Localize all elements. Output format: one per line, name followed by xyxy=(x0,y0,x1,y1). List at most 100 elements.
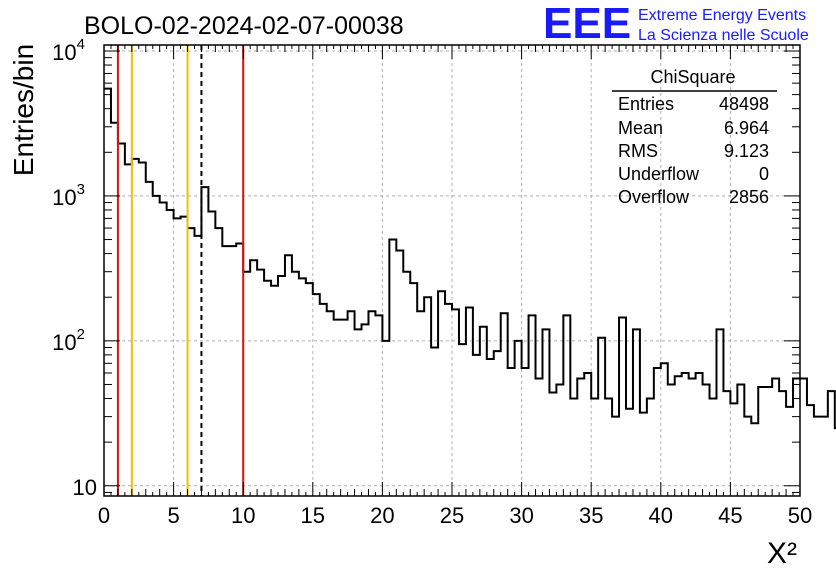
x-tick-label: 10 xyxy=(231,503,255,528)
y-tick-label: 10 xyxy=(73,475,97,500)
histogram-bin xyxy=(271,286,278,496)
x-tick-label: 20 xyxy=(370,503,394,528)
stats-value-underflow: 0 xyxy=(759,164,769,184)
histogram-bin xyxy=(194,236,201,496)
histogram-bin xyxy=(146,182,153,496)
histogram-bin xyxy=(368,311,375,496)
histogram-bin xyxy=(814,417,821,496)
histogram-bin xyxy=(167,210,174,496)
histogram-bin xyxy=(515,341,522,496)
histogram-bin xyxy=(828,391,835,496)
x-tick-label: 25 xyxy=(440,503,464,528)
x-tick-label: 15 xyxy=(301,503,325,528)
histogram-bin xyxy=(250,260,257,496)
histogram-bin xyxy=(633,329,640,496)
histogram-bin xyxy=(786,407,793,496)
histogram-bin xyxy=(563,315,570,496)
histogram-bin xyxy=(466,307,473,496)
histogram-bin xyxy=(243,272,250,496)
y-tick-label: 104 xyxy=(52,36,85,65)
stats-label-mean: Mean xyxy=(618,118,663,138)
stats-title: ChiSquare xyxy=(650,67,735,87)
y-axis-label: Entries/bin xyxy=(8,44,39,176)
histogram-bin xyxy=(285,255,292,496)
histogram-outline xyxy=(104,87,836,430)
histogram-bin xyxy=(737,384,744,496)
x-axis-label: X² xyxy=(767,537,797,570)
histogram-bin xyxy=(675,376,682,496)
y-tick-label: 103 xyxy=(52,181,85,210)
histogram-bin xyxy=(612,417,619,496)
histogram-bin xyxy=(779,391,786,496)
histogram-bin xyxy=(689,378,696,496)
histogram-bin xyxy=(104,89,111,496)
stats-value-mean: 6.964 xyxy=(724,118,769,138)
histogram-bin xyxy=(647,399,654,496)
histogram-bin xyxy=(424,297,431,496)
stats-box: ChiSquare Entries 48498 Mean 6.964 RMS 9… xyxy=(612,67,777,207)
histogram-bin xyxy=(494,351,501,496)
histogram-bin xyxy=(744,417,751,496)
histogram-bin xyxy=(703,384,710,496)
eee-logo-letters: EEE xyxy=(543,0,631,48)
histogram-bin xyxy=(306,283,313,496)
histogram-bin xyxy=(536,378,543,496)
histogram-bin xyxy=(570,399,577,496)
histogram-bin xyxy=(396,251,403,496)
histogram-bin xyxy=(793,378,800,496)
histogram-bin xyxy=(751,423,758,496)
histogram-bin xyxy=(215,228,222,496)
histogram-bin xyxy=(772,378,779,496)
histogram-bin xyxy=(174,218,181,496)
histogram-bin xyxy=(153,196,160,496)
y-tick-mantissa: 10 xyxy=(52,330,76,355)
histogram-bin xyxy=(229,246,236,496)
histogram-bin xyxy=(320,304,327,496)
y-tick-exponent: 3 xyxy=(77,181,85,198)
histogram-bin xyxy=(723,391,730,496)
histogram-bin xyxy=(125,164,132,496)
histogram-bin xyxy=(278,276,285,496)
x-tick-label: 0 xyxy=(98,503,110,528)
histogram-bin xyxy=(389,240,396,496)
histogram-bin xyxy=(375,315,382,496)
histogram-bin xyxy=(584,373,591,496)
stats-value-rms: 9.123 xyxy=(724,141,769,161)
histogram-bin xyxy=(473,355,480,496)
histogram-bin xyxy=(222,246,229,496)
histogram-bin xyxy=(208,212,215,496)
histogram-bin xyxy=(522,368,529,496)
y-tick-mantissa: 10 xyxy=(52,40,76,65)
histogram-bin xyxy=(201,187,208,496)
x-tick-label: 5 xyxy=(167,503,179,528)
histogram-bin xyxy=(758,387,765,496)
histogram-bin xyxy=(264,281,271,496)
histogram-bin xyxy=(348,311,355,496)
histogram-bin xyxy=(765,387,772,496)
eee-logo-line2: La Scienza nelle Scuole xyxy=(638,27,809,44)
histogram-bin xyxy=(682,373,689,496)
histogram-bin xyxy=(299,278,306,496)
y-tick-mantissa: 10 xyxy=(73,475,97,500)
y-tick-exponent: 2 xyxy=(77,326,85,343)
x-axis: 0 5 10 15 20 25 30 35 40 45 50 xyxy=(98,45,812,528)
stats-label-underflow: Underflow xyxy=(618,164,700,184)
eee-logo-line1: Extreme Energy Events xyxy=(638,7,806,24)
histogram-bin xyxy=(132,159,139,496)
histogram-bin xyxy=(292,272,299,496)
histogram-bin xyxy=(598,338,605,496)
histogram-bin xyxy=(480,327,487,496)
x-tick-label: 45 xyxy=(718,503,742,528)
marker-lines xyxy=(116,45,245,496)
y-tick-exponent: 4 xyxy=(77,36,85,53)
histogram-bin xyxy=(188,228,195,496)
x-tick-label: 40 xyxy=(649,503,673,528)
histogram-bin xyxy=(139,163,146,496)
histogram-bin xyxy=(730,403,737,496)
histogram-bin xyxy=(160,203,167,496)
histogram-bin xyxy=(800,378,807,496)
histogram-bin xyxy=(334,320,341,496)
histogram-bin xyxy=(508,368,515,496)
